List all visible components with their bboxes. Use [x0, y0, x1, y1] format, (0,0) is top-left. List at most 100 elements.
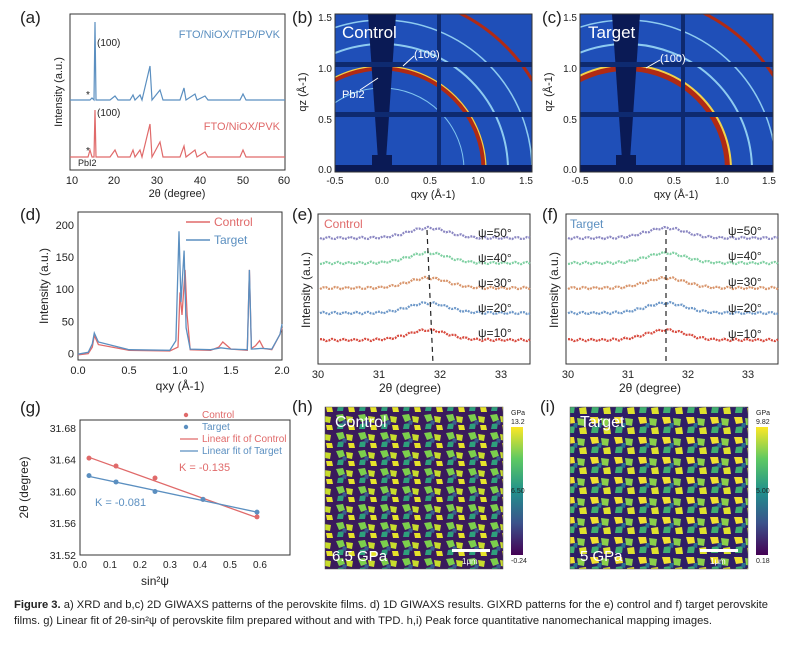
pfqnm-control-title: Control — [335, 414, 387, 431]
chart-g-legend-marker — [183, 412, 189, 418]
chart-g-annotation-target: K = -0.081 — [95, 497, 146, 509]
xrd-plot: (100) (100) * * PbI2 FTO/NiOX/TPD/PVK FT… — [53, 13, 290, 200]
sin2psi-chart: 0.0 0.1 0.2 0.3 0.4 0.5 0.6 31.52 31.56 31.60 31.6… — [17, 410, 291, 588]
giwaxs-control-yticks: 0.0 0.5 1.0 1.5 — [318, 13, 332, 176]
chart-g-point-target — [152, 488, 158, 494]
chart-g-ytick: 31.64 — [50, 455, 76, 467]
gixrd-target-xticks: 30 31 32 33 — [562, 369, 754, 381]
pfqnm-target-cb-unit: GPa — [756, 410, 770, 417]
gixrd-curve — [567, 276, 779, 291]
chart-g-point-control — [254, 514, 260, 520]
giwaxs-target-xtick: 0.5 — [667, 176, 681, 187]
xrd-curve-target — [70, 21, 285, 102]
xrd-legend-top: FTO/NiOX/TPD/PVK — [179, 29, 281, 41]
xrd-xtick: 40 — [194, 175, 206, 187]
xrd-curve-control — [70, 109, 285, 160]
chart-d-ytick: 50 — [62, 316, 74, 328]
chart-g-point-control — [113, 463, 119, 469]
gixrd-control-xtick: 30 — [312, 369, 324, 381]
xrd-ylabel: Intensity (a.u.) — [53, 57, 65, 127]
panel-d: (d) 0.0 0.5 1.0 1.5 2.0 0 50 100 150 200 qxy (Å-1)… — [0, 200, 300, 395]
giwaxs-target-ylabel: qz (Å-1) — [542, 72, 555, 111]
chart-g-annotation-control: K = -0.135 — [179, 462, 230, 474]
gixrd-target-xtick: 31 — [622, 369, 634, 381]
giwaxs-target-xlabel: qxy (Å-1) — [654, 188, 699, 200]
giwaxs-target-ytick: 1.0 — [563, 64, 577, 75]
pfqnm-target-map: Target 5 GPa 1μm GPa 9.82 5.00 0.18 — [569, 406, 770, 570]
chart-g-ytick: 31.60 — [50, 486, 76, 498]
chart-g-xtick: 0.2 — [133, 560, 147, 571]
gixrd-control-title: Control — [324, 217, 363, 231]
pfqnm-control-cb-unit: GPa — [511, 410, 525, 417]
psi-label: ψ=50° — [728, 224, 762, 238]
giwaxs-control-ytick: 0.5 — [318, 115, 332, 126]
panel-i: (i) Target 5 GPa 1μm GPa — [540, 395, 795, 595]
giwaxs-target-title: Target — [588, 23, 636, 42]
chart-g-legend-fit-label: Linear fit of Target — [202, 446, 282, 457]
chart-g-xtick: 0.0 — [73, 560, 87, 571]
gixrd-control-psi-labels: ψ=50° ψ=40° ψ=30° ψ=20° ψ=10° — [478, 226, 512, 340]
chart-g-xtick: 0.3 — [163, 560, 177, 571]
chart-g-xtick: 0.6 — [253, 560, 267, 571]
panel-label-c: (c) — [542, 8, 562, 27]
giwaxs-control-ylabel: qz (Å-1) — [296, 72, 309, 111]
giwaxs-target-xtick: 1.5 — [762, 176, 776, 187]
chart-d-ytick: 200 — [56, 220, 74, 232]
giwaxs-target-xticks: -0.5 0.0 0.5 1.0 1.5 — [571, 176, 776, 187]
gixrd-target-xtick: 32 — [682, 369, 694, 381]
pfqnm-target-cb-min: 0.18 — [756, 558, 770, 565]
giwaxs-target-ytick: 1.5 — [563, 13, 577, 24]
giwaxs-control-xtick: 1.5 — [519, 176, 533, 187]
panel-label-h: (h) — [292, 397, 313, 416]
giwaxs-control-xlabel: qxy (Å-1) — [411, 188, 456, 200]
gixrd-control-xticks: 30 31 32 33 — [312, 369, 507, 381]
pfqnm-control-cb-max: 13.2 — [511, 419, 525, 426]
psi-label: ψ=40° — [478, 251, 512, 265]
gixrd-control-curves — [319, 225, 531, 343]
xrd-xtick: 50 — [237, 175, 249, 187]
panel-e: (e) Control ψ=50° ψ=40° ψ=30° ψ=20° ψ=10… — [290, 200, 540, 395]
psi-label: ψ=30° — [728, 275, 762, 289]
panel-label-i: (i) — [540, 397, 556, 416]
giwaxs-target-ytick: 0.0 — [563, 165, 577, 176]
chart-g-ytick: 31.52 — [50, 550, 76, 562]
gixrd-curve — [319, 275, 531, 291]
giwaxs-control-pbi2-label: PbI2 — [342, 89, 365, 101]
gixrd-target-plot: Target ψ=50° ψ=40° ψ=30° ψ=20° ψ=10° 30 … — [547, 213, 779, 395]
gixrd-target-xtick: 33 — [742, 369, 754, 381]
panel-c: (c) Target (100) -0.5 0.0 0.5 1.0 1 — [540, 0, 795, 201]
chart-g-point-control — [152, 475, 158, 481]
chart-g-xtick: 0.1 — [103, 560, 117, 571]
pfqnm-target-cb-max: 9.82 — [756, 419, 770, 426]
panel-label-f: (f) — [542, 205, 559, 224]
giwaxs-control-ytick: 1.0 — [318, 64, 332, 75]
xrd-xtick: 10 — [66, 175, 78, 187]
gixrd-target-psi-labels: ψ=50° ψ=40° ψ=30° ψ=20° ψ=10° — [728, 224, 762, 341]
gixrd-control-ylabel: Intensity (a.u.) — [299, 252, 313, 328]
pfqnm-control-scale: 1μm — [462, 557, 478, 566]
chart-d-frame — [77, 211, 283, 361]
giwaxs-target-ytick: 0.5 — [563, 115, 577, 126]
chart-d-xtick: 0.0 — [70, 365, 85, 377]
caption-text: a) XRD and b,c) 2D GIWAXS patterns of th… — [14, 599, 768, 627]
panel-label-a: (a) — [20, 8, 41, 27]
giwaxs-control-map: Control (100) PbI2 -0.5 0.0 0.5 1.0 1.5 … — [296, 13, 533, 201]
chart-d-xtick: 0.5 — [121, 365, 136, 377]
panel-f: (f) Target ψ=50° ψ=40° ψ=30° ψ=20° ψ=10°… — [540, 200, 795, 395]
giwaxs-target-peak-label: (100) — [660, 53, 686, 65]
chart-d-xtick: 2.0 — [274, 365, 289, 377]
psi-label: ψ=50° — [478, 226, 512, 240]
gixrd-target-curves — [567, 225, 779, 343]
xrd-star-top: * — [86, 90, 90, 101]
chart-g-legend-label: Target — [202, 422, 230, 433]
chart-d-legend-label: Target — [214, 233, 248, 247]
giwaxs-control-ytick: 0.0 — [318, 165, 332, 176]
xrd-pbi2-label: PbI2 — [78, 158, 97, 168]
giwaxs-control-ytick: 1.5 — [318, 13, 332, 24]
panel-label-d: (d) — [20, 205, 41, 224]
gixrd-curve — [567, 300, 779, 316]
psi-label: ψ=20° — [478, 301, 512, 315]
chart-g-legend-label: Control — [202, 410, 234, 421]
chart-g-frame — [79, 419, 291, 556]
chart-g-ylabel: 2θ (degree) — [17, 456, 31, 518]
